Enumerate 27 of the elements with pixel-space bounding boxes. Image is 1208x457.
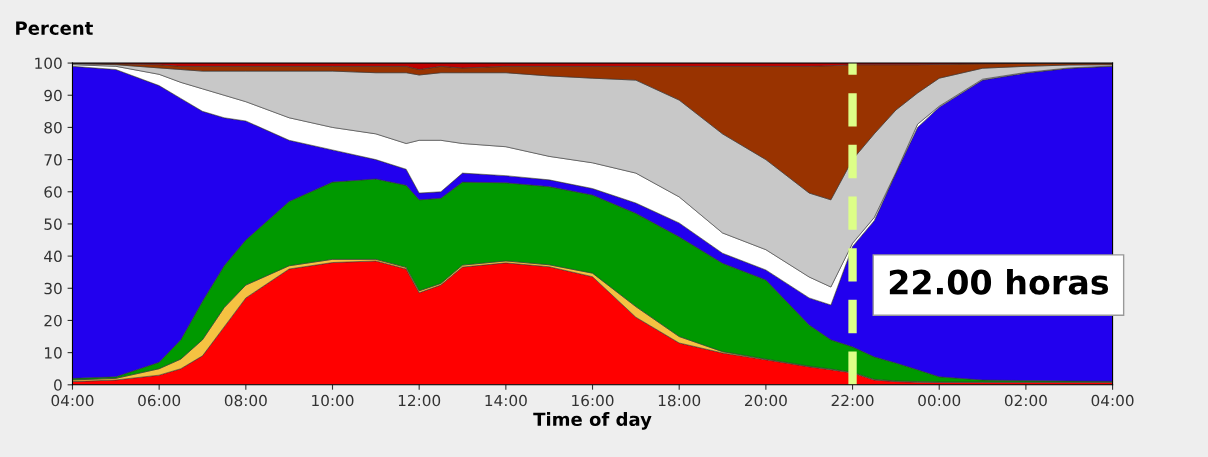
y-tick-label: 50 xyxy=(44,218,62,230)
x-tick-label: 06:00 xyxy=(138,394,181,407)
ref-line-label: 22.00 horas xyxy=(889,268,1109,295)
y-tick-label: 10 xyxy=(44,347,62,359)
x-tick-label: 02:00 xyxy=(1004,394,1047,407)
y-tick-label: 20 xyxy=(44,314,62,327)
x-tick-label: 00:00 xyxy=(918,394,961,407)
x-tick-label: 14:00 xyxy=(485,394,527,407)
x-tick-label: 22:00 xyxy=(831,394,874,407)
y-tick-label: 100 xyxy=(35,57,62,70)
x-tick-label: 04:00 xyxy=(1091,394,1134,407)
y-tick-label: 60 xyxy=(44,186,62,198)
y-tick-label: 30 xyxy=(44,282,62,295)
y-axis-title: Percent xyxy=(16,21,93,35)
y-tick-label: 70 xyxy=(44,154,62,166)
y-tick-label: 80 xyxy=(44,121,62,134)
x-tick-label: 08:00 xyxy=(224,394,267,407)
x-tick-label: 20:00 xyxy=(744,394,787,407)
y-tick-label: 0 xyxy=(54,379,62,391)
y-tick-label: 90 xyxy=(44,89,62,102)
x-tick-label: 10:00 xyxy=(312,394,354,407)
x-tick-label: 18:00 xyxy=(658,394,701,407)
x-axis-title: Time of day xyxy=(533,412,652,430)
x-tick-label: 12:00 xyxy=(398,394,441,407)
y-tick-label: 40 xyxy=(44,250,62,263)
x-tick-label: 16:00 xyxy=(572,394,614,407)
x-tick-label: 04:00 xyxy=(51,394,94,407)
